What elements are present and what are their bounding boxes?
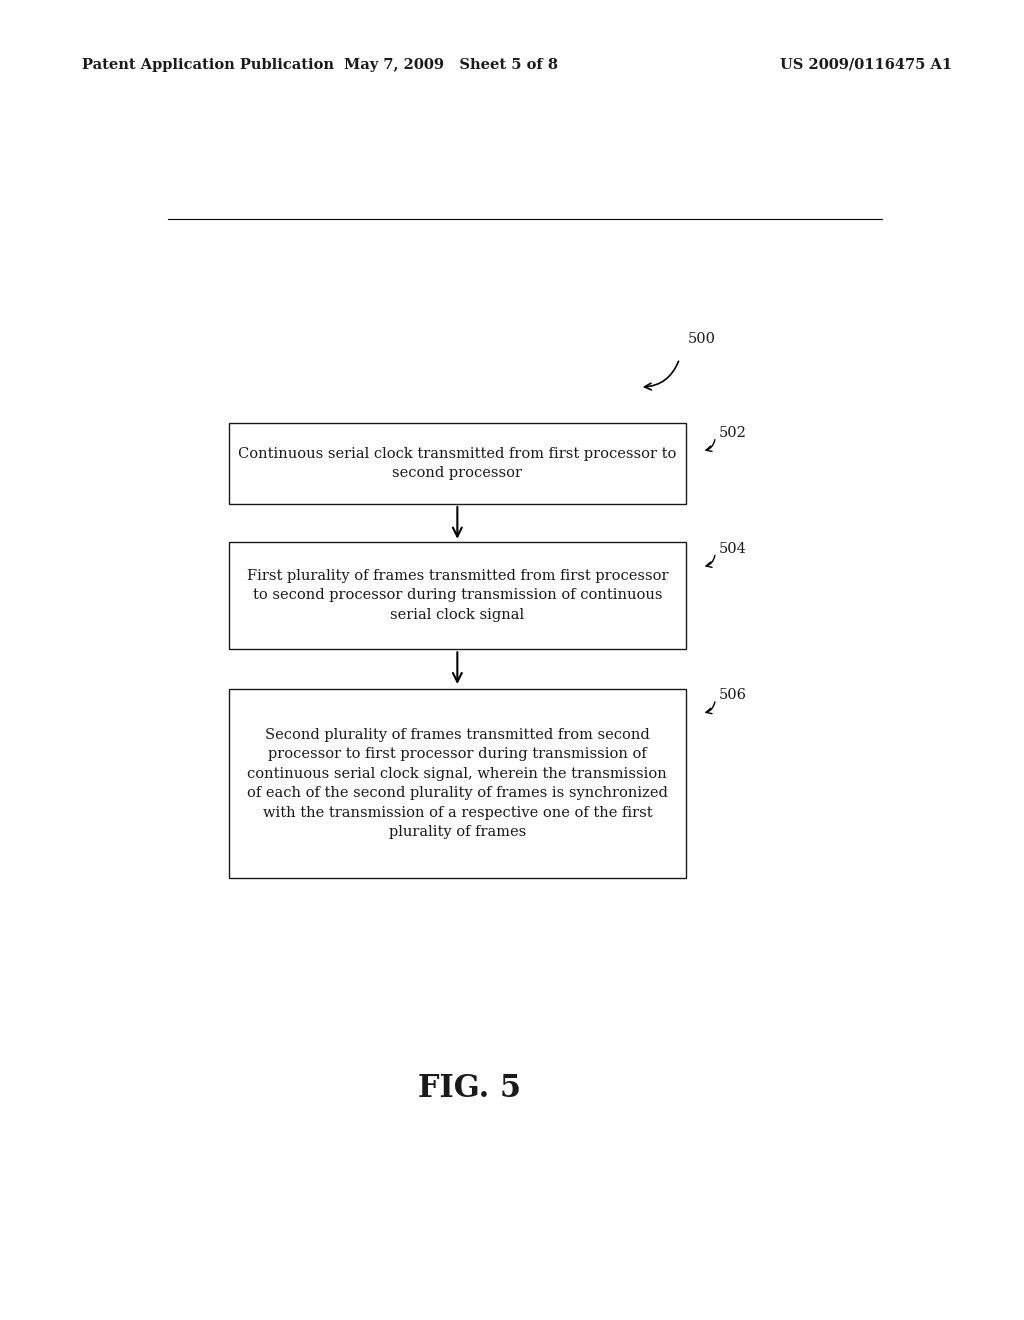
FancyArrowPatch shape [706, 702, 715, 714]
Text: Patent Application Publication: Patent Application Publication [82, 58, 334, 71]
FancyBboxPatch shape [229, 543, 685, 649]
Text: US 2009/0116475 A1: US 2009/0116475 A1 [780, 58, 952, 71]
FancyBboxPatch shape [229, 689, 685, 878]
Text: 502: 502 [719, 426, 748, 440]
FancyArrowPatch shape [706, 440, 715, 451]
Text: First plurality of frames transmitted from first processor
to second processor d: First plurality of frames transmitted fr… [247, 569, 668, 622]
Text: 500: 500 [687, 333, 716, 346]
Text: Second plurality of frames transmitted from second
processor to first processor : Second plurality of frames transmitted f… [247, 727, 668, 840]
Text: 506: 506 [719, 688, 748, 702]
FancyArrowPatch shape [706, 556, 715, 568]
Text: 504: 504 [719, 541, 748, 556]
Text: May 7, 2009   Sheet 5 of 8: May 7, 2009 Sheet 5 of 8 [344, 58, 557, 71]
Text: FIG. 5: FIG. 5 [418, 1073, 521, 1104]
Text: Continuous serial clock transmitted from first processor to
second processor: Continuous serial clock transmitted from… [239, 446, 677, 480]
FancyBboxPatch shape [229, 422, 685, 504]
FancyArrowPatch shape [644, 362, 679, 389]
